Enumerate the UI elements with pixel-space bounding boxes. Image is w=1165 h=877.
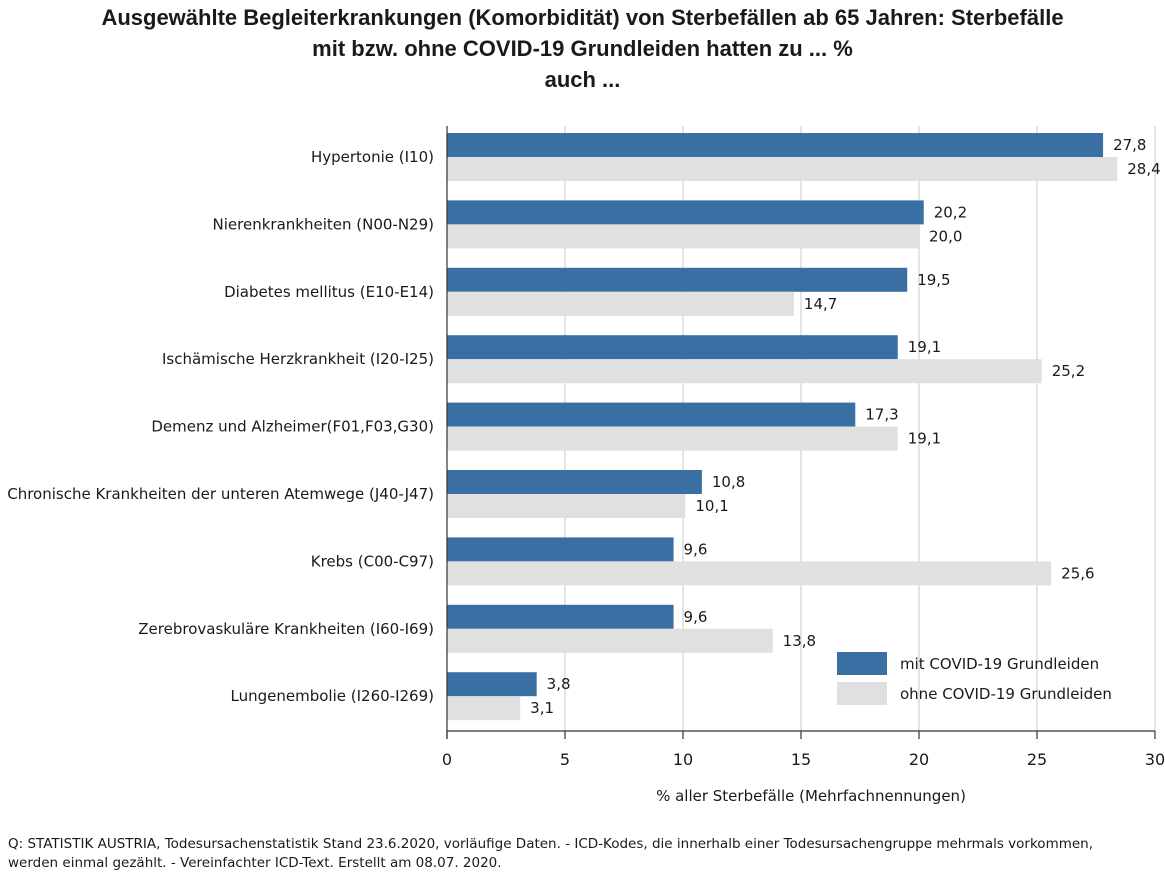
x-tick-label: 20 [909,750,929,769]
bar-without-covid [447,224,919,249]
value-label-without-covid: 20,0 [929,227,962,245]
x-tick-label: 15 [791,750,811,769]
title-line-3: auch ... [544,67,621,92]
value-label-without-covid: 28,4 [1127,160,1160,178]
category-label: Ischämische Herzkrankheit (I20-I25) [162,350,434,368]
chart-title: Ausgewählte Begleiterkrankungen (Komorbi… [0,2,1165,95]
title-line-1: Ausgewählte Begleiterkrankungen (Komorbi… [101,5,1064,30]
bar-without-covid [447,494,686,518]
bar-chart: Hypertonie (I10) 27,8 28,4 Nierenkrankheite… [7,126,1165,805]
legend-swatch-with-covid [837,652,887,675]
x-tick-label: 0 [442,750,452,769]
bar-with-covid [447,402,856,427]
value-label-without-covid: 13,8 [783,632,816,650]
bar-without-covid [447,628,773,653]
bar-without-covid [447,291,794,316]
category-label: Nierenkrankheiten (N00-N29) [213,215,434,233]
category-label: Hypertonie (I10) [311,148,434,166]
x-tick-label: 5 [560,750,570,769]
x-axis-label: % aller Sterbefälle (Mehrfachnennungen) [656,787,966,805]
value-label-with-covid: 19,5 [917,271,950,289]
legend-label-without-covid: ohne COVID-19 Grundleiden [900,685,1112,703]
bar-with-covid [447,133,1104,157]
bar-with-covid [447,672,537,697]
bar-with-covid [447,267,908,292]
bar-without-covid [447,426,898,451]
source-line-2: werden einmal gezählt. - Vereinfachter I… [8,855,502,871]
value-label-with-covid: 9,6 [684,608,708,626]
category-label: Krebs (C00-C97) [311,552,434,570]
bar-without-covid [447,696,521,721]
bar-without-covid [447,561,1052,586]
value-label-with-covid: 19,1 [908,338,941,356]
value-label-without-covid: 25,6 [1061,564,1094,582]
source-line-1: Q: STATISTIK AUSTRIA, Todesursachenstati… [8,836,1094,852]
value-label-with-covid: 20,2 [934,203,967,221]
legend-swatch-without-covid [837,682,887,705]
value-label-without-covid: 14,7 [804,295,837,313]
bar-with-covid [447,335,898,360]
x-tick-label: 25 [1027,750,1047,769]
legend-label-with-covid: mit COVID-19 Grundleiden [900,655,1099,673]
x-tick-label: 10 [673,750,693,769]
bar-with-covid [447,200,924,225]
category-label: Demenz und Alzheimer(F01,F03,G30) [151,418,434,436]
value-label-without-covid: 10,1 [695,497,728,515]
bar-without-covid [447,157,1118,181]
value-label-with-covid: 3,8 [547,675,571,693]
value-label-with-covid: 10,8 [712,473,745,491]
value-label-without-covid: 19,1 [908,430,941,448]
value-label-without-covid: 25,2 [1052,362,1085,380]
value-label-with-covid: 17,3 [865,406,898,424]
category-label: Chronische Krankheiten der unteren Atemw… [7,485,434,503]
value-label-with-covid: 9,6 [684,540,708,558]
bar-with-covid [447,537,674,562]
category-label: Zerebrovaskuläre Krankheiten (I60-I69) [138,620,434,638]
bar-without-covid [447,359,1042,384]
category-label: Diabetes mellitus (E10-E14) [224,283,434,301]
source-note: Q: STATISTIK AUSTRIA, Todesursachenstati… [8,835,1158,873]
bar-with-covid [447,470,702,494]
value-label-with-covid: 27,8 [1113,136,1146,154]
bar-with-covid [447,604,674,629]
title-line-2: mit bzw. ohne COVID-19 Grundleiden hatte… [312,36,853,61]
value-label-without-covid: 3,1 [530,699,554,717]
category-label: Lungenembolie (I260-I269) [231,687,434,705]
x-tick-label: 30 [1145,750,1165,769]
